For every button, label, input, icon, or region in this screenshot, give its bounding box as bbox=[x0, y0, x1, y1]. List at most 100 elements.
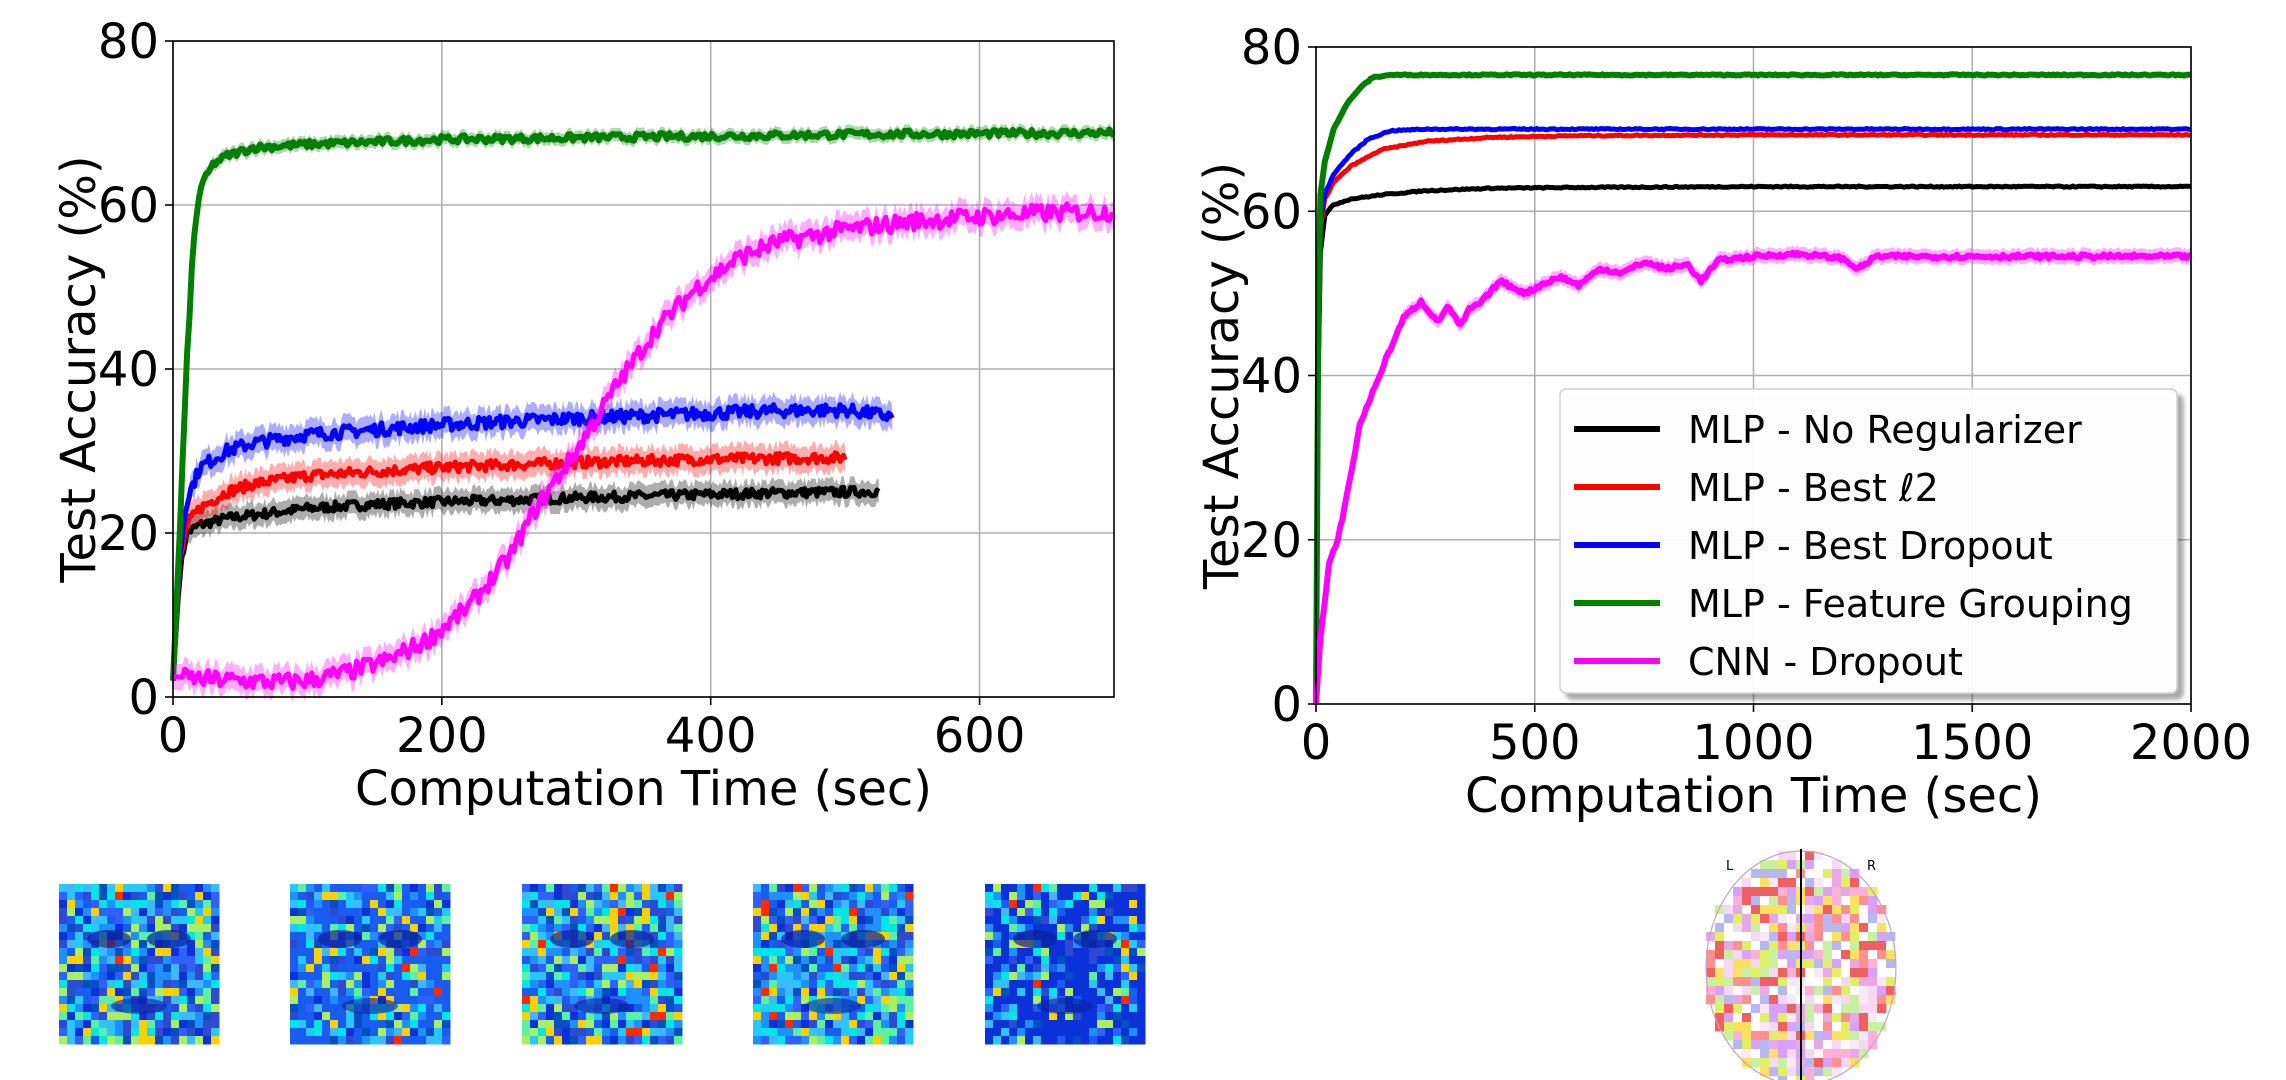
brain-cell bbox=[1805, 923, 1815, 933]
face-cell bbox=[394, 996, 403, 1005]
brain-cell bbox=[1859, 968, 1869, 978]
face-cell bbox=[83, 932, 92, 941]
face-cell bbox=[642, 956, 651, 965]
face-cell bbox=[562, 900, 571, 909]
face-cell bbox=[1017, 956, 1026, 965]
face-cell bbox=[434, 980, 443, 989]
face-cell bbox=[163, 884, 172, 893]
x-tick-label: 0 bbox=[1301, 715, 1332, 771]
face-cell bbox=[761, 884, 770, 893]
brain-cell bbox=[1850, 995, 1860, 1005]
brain-cell bbox=[1877, 932, 1887, 942]
face-cell bbox=[434, 940, 443, 949]
brain-cell bbox=[1760, 887, 1770, 897]
face-cell bbox=[67, 932, 76, 941]
face-cell bbox=[346, 1028, 355, 1037]
brain-cell bbox=[1814, 1004, 1824, 1014]
face-cell bbox=[187, 892, 196, 901]
face-cell bbox=[1129, 980, 1138, 989]
face-cell bbox=[1105, 924, 1114, 933]
face-cell bbox=[833, 964, 842, 973]
face-cell bbox=[905, 948, 914, 957]
face-cell bbox=[570, 980, 579, 989]
face-cell bbox=[1121, 892, 1130, 901]
face-cell bbox=[91, 892, 100, 901]
face-cell bbox=[1009, 940, 1018, 949]
brain-cell bbox=[1715, 923, 1725, 933]
brain-cell bbox=[1805, 1076, 1815, 1080]
face-eye-right bbox=[378, 930, 422, 948]
brain-cell bbox=[1859, 950, 1869, 960]
face-cell bbox=[1129, 948, 1138, 957]
face-cell bbox=[314, 972, 323, 981]
face-cell bbox=[618, 1020, 627, 1029]
brain-cell bbox=[1841, 1040, 1851, 1050]
face-cell bbox=[562, 916, 571, 925]
face-cell bbox=[522, 932, 531, 941]
face-cell bbox=[1057, 932, 1066, 941]
face-cell bbox=[1121, 916, 1130, 925]
face-cell bbox=[538, 932, 547, 941]
face-cell bbox=[1049, 940, 1058, 949]
face-cell bbox=[809, 996, 818, 1005]
face-cell bbox=[618, 916, 627, 925]
face-cell bbox=[658, 972, 667, 981]
brain-cell bbox=[1751, 914, 1761, 924]
brain-cell bbox=[1733, 986, 1743, 996]
brain-cell bbox=[1760, 1049, 1770, 1059]
face-cell bbox=[67, 988, 76, 997]
face-cell bbox=[131, 924, 140, 933]
face-cell bbox=[394, 916, 403, 925]
face-cell bbox=[538, 956, 547, 965]
face-cell bbox=[530, 996, 539, 1005]
face-cell bbox=[642, 908, 651, 917]
face-cell bbox=[562, 1012, 571, 1021]
face-cell bbox=[650, 956, 659, 965]
face-cell bbox=[777, 924, 786, 933]
brain-cell bbox=[1832, 1058, 1842, 1068]
face-cell bbox=[761, 980, 770, 989]
face-cell bbox=[849, 1036, 858, 1045]
face-cell bbox=[570, 900, 579, 909]
brain-cell bbox=[1841, 968, 1851, 978]
face-cell bbox=[1033, 924, 1042, 933]
face-cell bbox=[442, 1012, 451, 1021]
face-cell bbox=[330, 1004, 339, 1013]
face-cell bbox=[769, 948, 778, 957]
brain-cell bbox=[1778, 869, 1788, 879]
face-cell bbox=[147, 884, 156, 893]
face-cell bbox=[769, 964, 778, 973]
face-cell bbox=[769, 940, 778, 949]
face-cell bbox=[195, 964, 204, 973]
brain-cell bbox=[1859, 977, 1869, 987]
face-cell bbox=[905, 1020, 914, 1029]
face-cell bbox=[1121, 1012, 1130, 1021]
face-cell bbox=[1097, 964, 1106, 973]
face-cell bbox=[1129, 892, 1138, 901]
face-cell bbox=[163, 956, 172, 965]
face-cell bbox=[602, 1028, 611, 1037]
face-cell bbox=[418, 1036, 427, 1045]
face-cell bbox=[314, 948, 323, 957]
face-cell bbox=[1025, 924, 1034, 933]
brain-cell bbox=[1742, 923, 1752, 933]
face-cell bbox=[370, 900, 379, 909]
face-cell bbox=[1049, 1020, 1058, 1029]
face-cell bbox=[865, 924, 874, 933]
face-cell bbox=[1105, 988, 1114, 997]
face-cell bbox=[562, 908, 571, 917]
brain-cell bbox=[1823, 995, 1833, 1005]
y-tick-label: 80 bbox=[98, 14, 159, 70]
face-cell bbox=[562, 972, 571, 981]
brain-cell bbox=[1832, 950, 1842, 960]
face-cell bbox=[993, 924, 1002, 933]
brain-cell bbox=[1832, 1031, 1842, 1041]
face-cell bbox=[1049, 884, 1058, 893]
face-cell bbox=[163, 892, 172, 901]
brain-cell bbox=[1778, 860, 1788, 870]
face-cell bbox=[769, 908, 778, 917]
face-cell bbox=[530, 924, 539, 933]
face-cell bbox=[75, 916, 84, 925]
face-cell bbox=[985, 1020, 994, 1029]
